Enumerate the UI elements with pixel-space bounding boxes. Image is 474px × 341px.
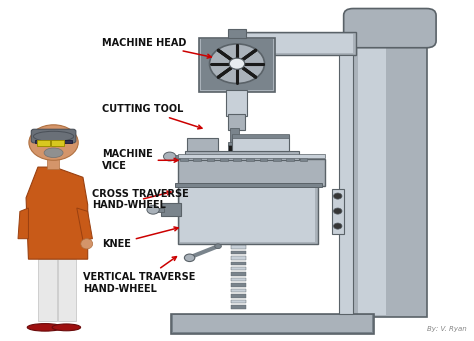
Bar [237,32,356,55]
Bar [168,155,188,158]
Bar [231,245,246,249]
Bar [228,114,245,130]
Bar [231,267,246,270]
Bar [226,90,247,116]
Bar [231,283,246,287]
Bar [51,140,64,146]
Circle shape [333,208,342,214]
Bar [185,151,299,160]
Bar [228,29,246,38]
Bar [37,140,50,146]
Circle shape [229,58,245,69]
Text: CROSS TRAVERSE
HAND-WHEEL: CROSS TRAVERSE HAND-WHEEL [92,189,189,210]
Bar [180,155,188,161]
Bar [231,278,246,281]
Polygon shape [26,167,88,259]
Bar [180,186,315,242]
Bar [38,259,57,321]
Bar [239,34,353,53]
Bar [187,138,218,151]
Bar [260,155,267,161]
Bar [231,289,246,292]
Bar [58,259,76,321]
Bar [300,155,307,161]
Ellipse shape [52,324,81,331]
Circle shape [333,223,342,229]
Circle shape [184,254,195,262]
Bar [231,272,246,276]
Bar [220,155,228,161]
Bar [231,262,246,265]
Text: CUTTING TOOL: CUTTING TOOL [102,104,202,129]
Ellipse shape [27,324,63,331]
Bar [178,159,325,186]
Circle shape [164,152,176,161]
FancyBboxPatch shape [344,9,436,48]
Bar [171,314,374,334]
Bar [193,155,201,161]
Bar [332,189,344,234]
Bar [231,294,246,298]
Text: VERTICAL TRAVERSE
HAND-WHEEL: VERTICAL TRAVERSE HAND-WHEEL [83,257,195,294]
Circle shape [29,125,78,160]
Text: MACHINE HEAD: MACHINE HEAD [102,38,211,58]
Bar [286,155,294,161]
Circle shape [147,205,159,214]
FancyBboxPatch shape [31,129,76,143]
Text: By: V. Ryan: By: V. Ryan [427,326,467,332]
Bar [230,128,239,143]
Polygon shape [77,208,92,240]
Bar [273,155,281,161]
Bar [178,184,318,244]
Ellipse shape [33,131,74,142]
Bar [228,142,240,146]
Bar [47,157,59,169]
Text: MACHINE
VICE: MACHINE VICE [102,149,178,171]
Bar [231,256,246,260]
Bar [175,183,322,187]
Bar [153,208,164,212]
Text: KNEE: KNEE [102,227,178,249]
Polygon shape [353,17,427,39]
Bar [231,251,246,254]
Bar [228,145,240,154]
Circle shape [215,244,221,249]
Bar [246,155,254,161]
Bar [178,154,325,158]
Bar [173,315,372,332]
Polygon shape [18,208,28,239]
Bar [232,135,289,151]
Bar [358,22,386,315]
Bar [161,203,181,216]
Ellipse shape [44,148,63,158]
Bar [201,39,273,90]
Bar [207,155,214,161]
Bar [353,20,427,317]
Bar [231,300,246,303]
Ellipse shape [81,239,92,249]
Bar [233,155,241,161]
Bar [339,55,353,314]
Bar [231,305,246,309]
Bar [232,134,289,138]
Circle shape [333,193,342,199]
Bar [35,140,72,143]
Circle shape [210,44,264,84]
Circle shape [229,58,245,69]
Bar [199,38,275,92]
